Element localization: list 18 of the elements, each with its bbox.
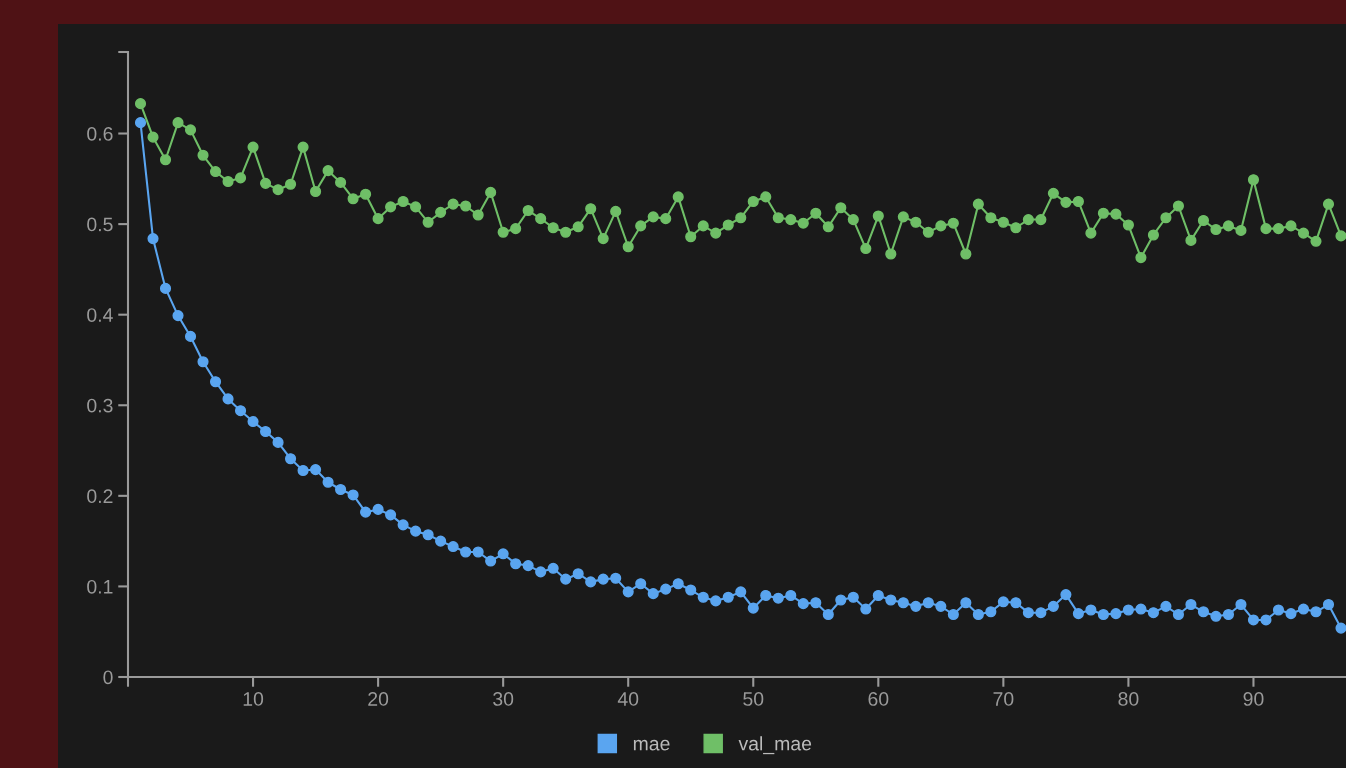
legend-label: mae [633, 739, 670, 751]
x-tick-label: 20 [368, 692, 389, 706]
y-tick-label: 0.5 [87, 217, 113, 232]
y-tick-label: 0 [103, 670, 113, 685]
y-tick-label: 0.3 [87, 398, 113, 413]
y-tick-label: 0.4 [87, 308, 113, 322]
x-tick-label: 30 [493, 692, 514, 706]
y-tick-label: 0.1 [87, 579, 113, 594]
x-tick-label: 80 [1118, 692, 1139, 706]
x-tick-label: 50 [743, 692, 764, 706]
x-tick-label: 40 [617, 692, 639, 706]
x-tick-label: 10 [243, 692, 264, 706]
x-tick-label: 70 [993, 692, 1014, 706]
legend-label: val_mae [738, 736, 812, 755]
x-tick-label: 60 [868, 692, 889, 706]
y-tick-label: 0.6 [87, 126, 113, 141]
x-tick-label: 90 [1243, 692, 1264, 706]
y-tick-label: 0.2 [87, 489, 113, 504]
